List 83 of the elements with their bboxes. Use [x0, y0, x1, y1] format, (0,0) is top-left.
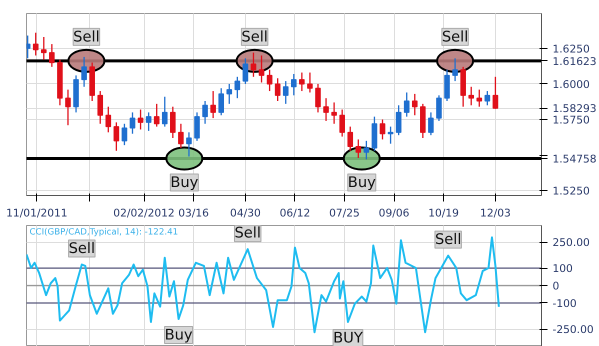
- candlestick: [492, 76, 498, 110]
- candlestick: [339, 108, 345, 138]
- annotation: Sell: [241, 28, 268, 46]
- candlestick: [130, 112, 136, 134]
- candlestick: [282, 80, 289, 105]
- candlestick: [194, 112, 200, 142]
- candlestick: [114, 122, 120, 152]
- candlestick: [81, 56, 87, 88]
- ref-line-label: -100: [552, 296, 577, 310]
- candlestick: [154, 103, 160, 128]
- candlestick: [452, 58, 458, 82]
- x-tick-label: 09/06: [378, 206, 410, 220]
- candlestick: [146, 112, 152, 132]
- x-tick-label: 02/02/2012: [113, 206, 175, 220]
- candlestick: [380, 118, 386, 140]
- candlestick: [404, 92, 410, 118]
- x-tick-label: 10/19: [428, 206, 460, 220]
- candlestick: [484, 90, 490, 106]
- chart-title: CCI(GBP/CAD,Typical, 14): -122.41: [30, 228, 178, 238]
- ref-line-label: 100: [552, 262, 574, 276]
- annotation: BUY: [333, 329, 363, 346]
- ref-line-label: 0: [552, 280, 560, 293]
- ref-line-label: 1.54758: [552, 152, 597, 166]
- annotation: Sell: [442, 28, 468, 46]
- y-tick-label: 250.00: [552, 236, 590, 250]
- candlestick: [290, 73, 297, 96]
- candlestick: [32, 32, 39, 56]
- candlestick: [122, 123, 128, 146]
- y-tick-label: 1.5750: [552, 114, 590, 127]
- x-tick-label: 03/16: [178, 206, 210, 220]
- y-tick-label: 1.58293: [552, 102, 597, 116]
- candlestick: [412, 93, 418, 116]
- candlestick: [49, 43, 55, 68]
- candlestick: [138, 108, 144, 130]
- candlestick: [476, 88, 482, 108]
- candlestick: [40, 36, 47, 60]
- x-tick-label: 07/25: [329, 206, 360, 220]
- annotation: Sell: [234, 224, 261, 242]
- y-tick-label: 1.6000: [552, 78, 590, 91]
- candlestick: [436, 94, 442, 122]
- candlestick: [258, 54, 264, 84]
- annotation: Buy: [170, 174, 199, 192]
- candlestick: [323, 98, 329, 122]
- annotation: Sell: [434, 231, 462, 248]
- annotation: Sell: [68, 240, 96, 257]
- candlestick: [97, 90, 104, 124]
- candlestick: [266, 69, 272, 92]
- candlestick: [234, 76, 240, 99]
- candlestick: [396, 104, 402, 136]
- x-tick-label: 11/01/2011: [6, 206, 68, 220]
- x-tick-label: 12/03: [480, 206, 511, 220]
- candlestick: [242, 58, 248, 85]
- candlestick: [307, 72, 313, 94]
- x-tick-label: 04/30: [230, 206, 261, 220]
- candlestick: [210, 90, 216, 119]
- ref-line-label: 1.61623: [552, 54, 597, 68]
- annotation: Buy: [348, 174, 376, 192]
- candlestick: [428, 112, 434, 136]
- candlestick: [347, 126, 354, 152]
- candlestick: [162, 96, 168, 128]
- candlestick: [468, 86, 474, 106]
- candlestick: [315, 83, 321, 114]
- candlestick: [444, 69, 450, 102]
- annotation: Buy: [164, 326, 193, 344]
- candlestick: [178, 123, 184, 149]
- candlestick: [299, 72, 305, 92]
- candlestick: [331, 102, 337, 124]
- y-tick-label: 1.5250: [552, 184, 590, 198]
- candlestick: [274, 78, 280, 102]
- candlestick: [65, 88, 71, 126]
- candlestick: [250, 52, 256, 78]
- candlestick: [226, 83, 232, 105]
- candlestick: [218, 88, 224, 116]
- annotation: Sell: [73, 28, 100, 46]
- candlestick: [364, 140, 370, 160]
- y-tick-label: 1.6250: [552, 42, 590, 56]
- x-tick-label: 06/12: [280, 206, 310, 220]
- candlestick: [186, 132, 192, 158]
- y-tick-label: -250.00: [552, 323, 594, 336]
- candlestick: [170, 106, 176, 139]
- candlestick: [105, 106, 112, 133]
- candlestick: [356, 138, 362, 159]
- candlestick: [202, 100, 208, 124]
